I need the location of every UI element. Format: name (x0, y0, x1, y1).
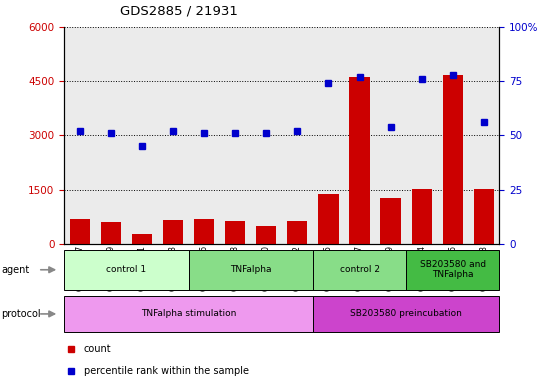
Bar (375, 27, 406, 244)
Bar (313, 250, 406, 290)
Bar (189, 250, 313, 290)
Text: count: count (84, 344, 112, 354)
Bar (442, 74, 463, 244)
Bar (100, 222, 121, 244)
Bar (64, 250, 189, 290)
Bar (437, 27, 468, 244)
Text: TNFalpha: TNFalpha (230, 265, 271, 274)
Bar (287, 222, 307, 244)
Bar (220, 27, 251, 244)
Bar (406, 250, 499, 290)
Bar (256, 226, 276, 244)
Bar (126, 27, 157, 244)
Bar (189, 27, 220, 244)
Bar (70, 218, 90, 244)
Text: GDS2885 / 21931: GDS2885 / 21931 (120, 4, 238, 17)
Bar (95, 27, 126, 244)
Bar (318, 194, 339, 244)
Bar (344, 27, 375, 244)
Bar (313, 296, 499, 332)
Text: control 2: control 2 (339, 265, 379, 274)
Bar (381, 198, 401, 244)
Bar (406, 27, 437, 244)
Text: percentile rank within the sample: percentile rank within the sample (84, 366, 249, 376)
Text: protocol: protocol (1, 309, 41, 319)
Bar (194, 219, 214, 244)
Bar (468, 27, 499, 244)
Text: SB203580 and
TNFalpha: SB203580 and TNFalpha (420, 260, 486, 280)
Text: SB203580 preincubation: SB203580 preincubation (350, 310, 462, 318)
Bar (132, 234, 152, 244)
Bar (64, 296, 313, 332)
Bar (225, 222, 246, 244)
Bar (64, 27, 95, 244)
Bar (163, 220, 183, 244)
Bar (474, 189, 494, 244)
Text: agent: agent (1, 265, 30, 275)
Text: TNFalpha stimulation: TNFalpha stimulation (141, 310, 236, 318)
Bar (157, 27, 189, 244)
Bar (349, 77, 369, 244)
Bar (412, 189, 432, 244)
Text: control 1: control 1 (106, 265, 146, 274)
Bar (282, 27, 313, 244)
Bar (313, 27, 344, 244)
Bar (251, 27, 282, 244)
